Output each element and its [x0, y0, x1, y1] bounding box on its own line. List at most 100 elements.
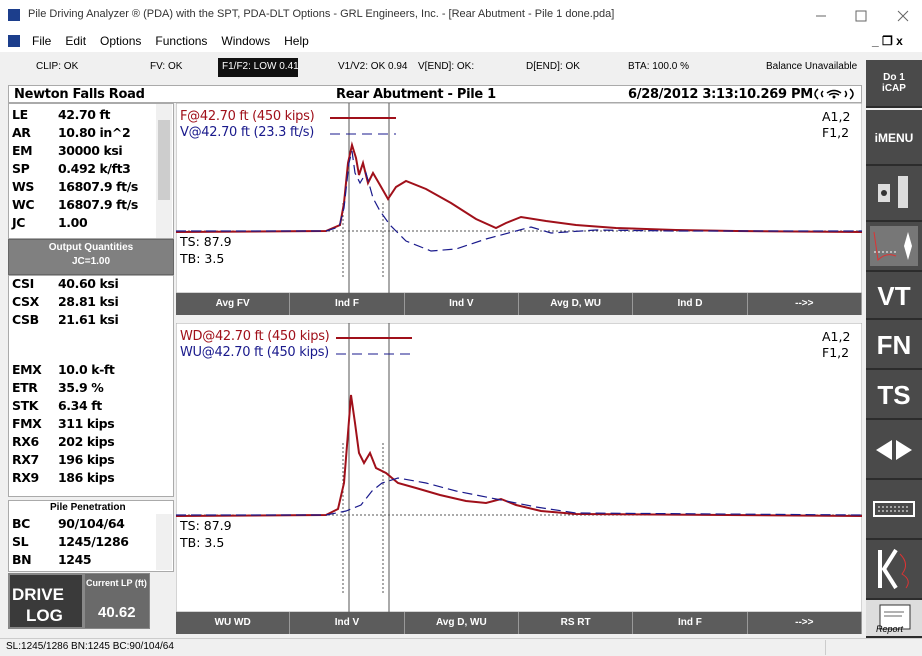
pen-value: 90/104/64: [58, 516, 125, 531]
graphic: [814, 88, 854, 100]
report-label: Report: [876, 624, 904, 634]
output-button[interactable]: [8, 239, 174, 275]
param-label: SP: [12, 161, 30, 176]
arrows-icon: [876, 440, 912, 460]
do-icap-button[interactable]: Do 1 iCAP: [866, 60, 922, 108]
keyboard-button[interactable]: [866, 480, 922, 540]
log-label: LOG: [26, 606, 63, 625]
legend-entry: WD@42.70 ft (450 kips): [180, 329, 330, 344]
pile-name: Rear Abutment - Pile 1: [336, 87, 496, 102]
current-lp-box: [84, 573, 150, 629]
param-label: RX9: [12, 470, 39, 485]
status-item: BTA: 100.0 %: [628, 61, 689, 72]
menu-item[interactable]: Edit: [65, 34, 87, 48]
mdi-controls[interactable]: _ ❐ x: [872, 34, 903, 48]
arrows-button[interactable]: [866, 420, 922, 480]
param-value: 21.61 ksi: [58, 312, 119, 327]
imenu-button[interactable]: iMENU: [866, 110, 922, 166]
pen-label: BN: [12, 552, 32, 567]
param-value: 10.80 in^2: [58, 125, 131, 140]
param-label: AR: [12, 125, 31, 140]
menu-item[interactable]: Options: [100, 34, 142, 48]
chart-button[interactable]: Ind F: [633, 612, 748, 634]
fn-button[interactable]: FN: [866, 320, 922, 370]
flag-box: [218, 58, 298, 77]
chart-button[interactable]: Avg D, WU: [405, 612, 519, 634]
graphic: [176, 477, 862, 516]
wave-up-down-chart: [176, 323, 862, 612]
chart-button[interactable]: RS RT: [519, 612, 634, 634]
timestamp: 6/28/2012 3:13:10.269 PM: [628, 87, 813, 102]
status-text: SL:1245/1286 BN:1245 BC:90/104/64: [6, 641, 174, 652]
scroll-thumb[interactable]: [158, 120, 170, 200]
chart-button[interactable]: Avg D, WU: [519, 293, 634, 315]
channel-tag: A1,2: [822, 109, 851, 124]
drive-log-button[interactable]: [8, 573, 84, 629]
window-controls[interactable]: [810, 6, 920, 26]
chart-button[interactable]: Ind V: [405, 293, 519, 315]
window-title: Pile Driving Analyzer ® (PDA) with the S…: [28, 8, 615, 20]
graphic: [873, 231, 897, 262]
chart-button-bar: Avg FV Ind F Ind V Avg D, WU Ind D -->>: [176, 293, 862, 315]
chart-note: TS: 87.9: [180, 518, 232, 533]
param-value: 186 kips: [58, 470, 115, 485]
param-label: WC: [12, 197, 35, 212]
chart-button[interactable]: Ind F: [290, 293, 405, 315]
chart-button[interactable]: -->>: [748, 612, 862, 634]
param-value: 42.70 ft: [58, 107, 111, 122]
menu-icon: [8, 35, 20, 47]
param-value: 35.9 %: [58, 380, 104, 395]
chart-button[interactable]: Ind D: [633, 293, 748, 315]
report-button[interactable]: Report: [866, 600, 922, 638]
chart-button[interactable]: Ind V: [290, 612, 405, 634]
graphic: [176, 150, 862, 252]
output-button-label: Output Quantities: [48, 242, 134, 253]
wireless-icon: [814, 88, 854, 100]
vt-button[interactable]: VT: [866, 272, 922, 320]
legend-entry: V@42.70 ft (23.3 ft/s): [180, 125, 315, 140]
chart-button[interactable]: -->>: [748, 293, 862, 315]
param-label: CSB: [12, 312, 39, 327]
current-lp-value: 40.62: [98, 604, 136, 621]
param-value: 311 kips: [58, 416, 115, 431]
chart-note: TB: 3.5: [180, 535, 225, 550]
sensor-button[interactable]: [866, 166, 922, 222]
wave-button[interactable]: [866, 222, 922, 272]
pen-label: SL: [12, 534, 29, 549]
chart-button[interactable]: Avg FV: [176, 293, 291, 315]
menu-item[interactable]: Functions: [155, 34, 208, 48]
param-value: 1.00: [58, 215, 88, 230]
param-value: 28.81 ksi: [58, 294, 119, 309]
chart-button[interactable]: WU WD: [176, 612, 291, 634]
param-label: EM: [12, 143, 33, 158]
param-value: 0.492 k/ft3: [58, 161, 131, 176]
k-icon: [878, 548, 909, 590]
graphic: [878, 506, 910, 512]
status-item: FV: OK: [150, 61, 183, 72]
param-value: 10.0 k-ft: [58, 362, 115, 377]
ts-button[interactable]: TS: [866, 370, 922, 420]
status-item: CLIP: OK: [36, 61, 79, 72]
param-value: 202 kips: [58, 434, 115, 449]
channel-tag: F1,2: [822, 125, 850, 140]
graphic: [873, 501, 915, 517]
menu-item[interactable]: File: [32, 34, 52, 48]
menu-items: File Edit Options Functions Windows Help: [32, 34, 309, 48]
app-icon: [8, 9, 20, 21]
keyboard-icon: [873, 501, 915, 517]
graphic: [176, 103, 862, 293]
menu-item[interactable]: Help: [284, 34, 309, 48]
pen-scroll[interactable]: [156, 514, 172, 570]
k-button[interactable]: [866, 540, 922, 600]
param-value: 16807.9 ft/s: [58, 179, 138, 194]
output-button-label: JC=1.00: [71, 256, 111, 267]
do-label: Do 1: [883, 72, 905, 83]
penetration-box: [8, 500, 174, 572]
menu-item[interactable]: Windows: [221, 34, 271, 48]
graphic: [832, 95, 836, 99]
project-name: Newton Falls Road: [14, 87, 145, 102]
param-value: 16807.9 ft/s: [58, 197, 138, 212]
pen-label: BC: [12, 516, 30, 531]
param-label: RX6: [12, 434, 39, 449]
param-label: FMX: [12, 416, 42, 431]
